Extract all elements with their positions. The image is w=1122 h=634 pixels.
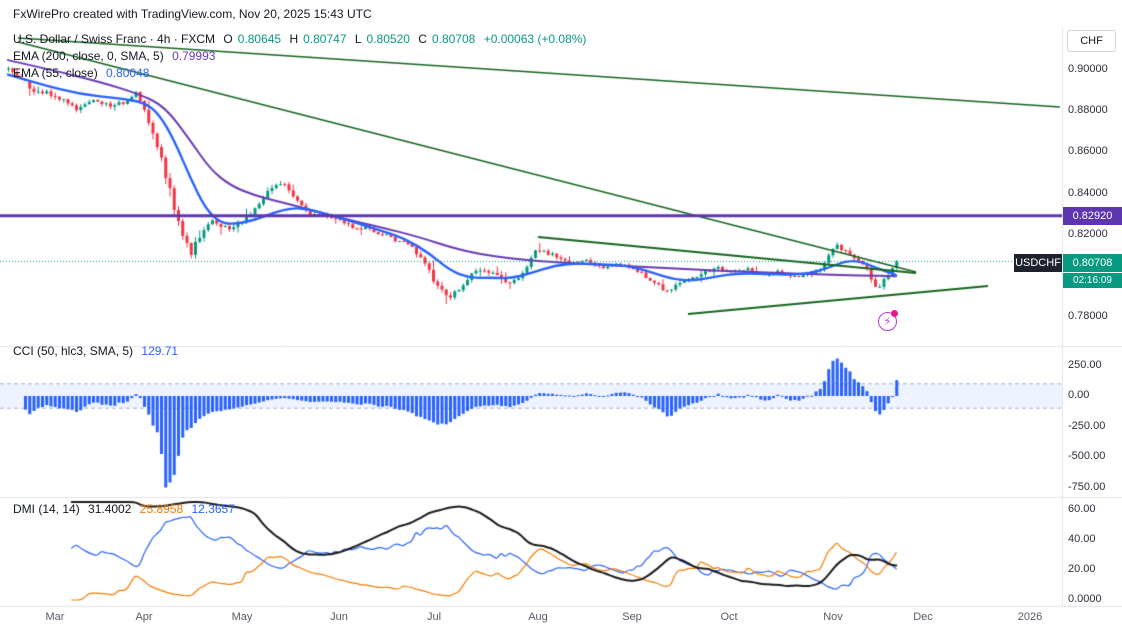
dmi-label: DMI (14, 14) (13, 502, 80, 516)
high-value: 0.80747 (303, 32, 347, 46)
ema55-legend-row[interactable]: EMA (55, close) 0.80048 (13, 65, 591, 82)
time-tick-label: Aug (528, 611, 548, 623)
time-tick-label: Jul (426, 611, 442, 623)
price-tick-label: 0.82000 (1068, 228, 1108, 240)
price-tick-label: 0.84000 (1068, 187, 1108, 199)
time-tick-label: Mar (45, 611, 65, 623)
open-value: 0.80645 (237, 32, 282, 46)
ema200-legend-row[interactable]: EMA (200, close, 0, SMA, 5) 0.79993 (13, 48, 591, 65)
cci-tick-label: -500.00 (1068, 450, 1106, 462)
change-value: +0.00063 (+0.08%) (483, 32, 587, 46)
dmi-plus-di-value: 25.8958 (139, 502, 184, 516)
countdown-badge: 02:16:09 (1063, 273, 1122, 288)
dmi-tick-label: 60.00 (1068, 503, 1096, 515)
price-tick-label: 0.88000 (1068, 104, 1108, 116)
time-tick-label: Apr (135, 611, 153, 623)
cci-tick-label: -250.00 (1068, 420, 1106, 432)
price-tick-label: 0.78000 (1068, 310, 1108, 322)
cci-tick-label: 0.00 (1068, 389, 1090, 401)
time-tick-label: 2026 (1017, 611, 1043, 623)
notification-dot (891, 310, 898, 317)
cci-tick-label: 250.00 (1068, 359, 1102, 371)
ema200-label: EMA (200, close, 0, SMA, 5) (13, 49, 164, 63)
price-axis-unit-button[interactable]: CHF (1067, 30, 1116, 52)
cci-label: CCI (50, hlc3, SMA, 5) (13, 344, 134, 358)
dmi-minus-di-value: 12.3657 (191, 502, 235, 516)
dmi-adx-value: 31.4002 (88, 502, 132, 516)
cci-tick-label: -750.00 (1068, 481, 1106, 493)
time-tick-label: Dec (913, 611, 933, 623)
dmi-tick-label: 40.00 (1068, 533, 1096, 545)
dmi-tick-label: 20.00 (1068, 563, 1096, 575)
time-tick-label: May (231, 611, 253, 623)
dmi-legend-row[interactable]: DMI (14, 14) 31.4002 25.8958 12.3657 (13, 501, 240, 518)
symbol-title: U.S. Dollar / Swiss Franc · 4h · FXCM (13, 32, 216, 46)
time-tick-label: Oct (720, 611, 738, 623)
credit-line: FxWirePro created with TradingView.com, … (13, 7, 372, 21)
last-price-badge: 0.80708 (1063, 254, 1122, 272)
low-label: L (354, 32, 362, 46)
cci-legend-row[interactable]: CCI (50, hlc3, SMA, 5) 129.71 (13, 343, 183, 360)
open-label: O (223, 32, 233, 46)
dmi-tick-label: 0.0000 (1068, 593, 1102, 605)
ema200-value: 0.79993 (172, 49, 216, 63)
high-label: H (289, 32, 299, 46)
hline-price-badge: 0.82920 (1063, 207, 1122, 225)
price-tick-label: 0.90000 (1068, 63, 1108, 75)
flash-icon[interactable]: ⚡ (878, 310, 898, 331)
time-tick-label: Jun (330, 611, 348, 623)
close-value: 0.80708 (431, 32, 476, 46)
time-tick-label: Nov (823, 611, 843, 623)
symbol-chip: USDCHF (1014, 254, 1062, 272)
ema55-label: EMA (55, close) (13, 66, 98, 80)
close-label: C (418, 32, 427, 46)
cci-value: 129.71 (141, 344, 179, 358)
time-tick-label: Sep (622, 611, 642, 623)
ema55-value: 0.80048 (106, 66, 150, 80)
price-tick-label: 0.86000 (1068, 145, 1108, 157)
low-value: 0.80520 (366, 32, 410, 46)
